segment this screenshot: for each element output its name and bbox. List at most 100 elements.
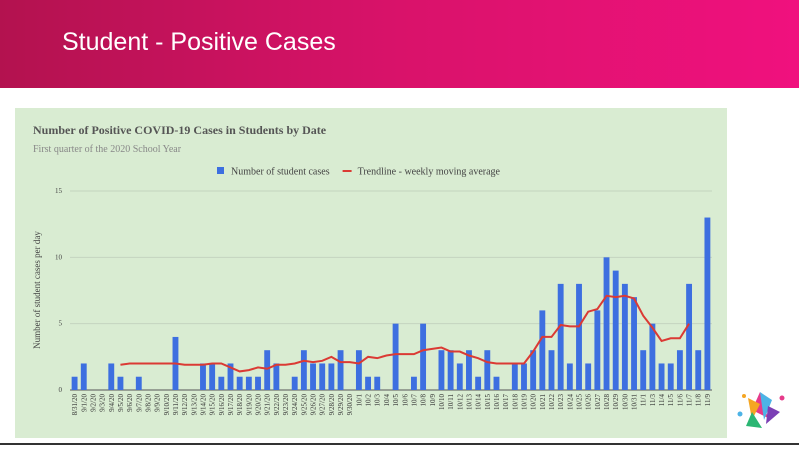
bar <box>612 270 619 390</box>
bottom-rule <box>0 443 799 445</box>
bar <box>236 376 243 390</box>
chart-subtitle: First quarter of the 2020 School Year <box>33 144 182 155</box>
bar <box>686 283 693 390</box>
bar <box>621 283 628 390</box>
x-tick-label: 9/21/20 <box>264 394 272 416</box>
bar <box>466 350 472 390</box>
bar <box>667 363 674 390</box>
header-bar: Student - Positive Cases <box>0 0 799 88</box>
x-tick-label: 10/31 <box>631 394 639 410</box>
y-tick-label: 10 <box>55 253 63 261</box>
bar <box>291 376 298 390</box>
bar <box>135 376 142 390</box>
x-tick-label: 10/16 <box>493 394 501 410</box>
legend-label: Number of student cases <box>231 167 330 178</box>
x-tick-label: 11/6 <box>676 394 684 407</box>
x-tick-label: 10/10 <box>438 394 446 410</box>
bar <box>337 350 344 390</box>
x-tick-label: 9/12/20 <box>181 394 189 416</box>
bar <box>255 376 261 390</box>
x-tick-label: 9/29/20 <box>337 394 345 416</box>
x-tick-label: 9/4/20 <box>108 394 116 412</box>
bar <box>576 283 582 390</box>
chart-title: Number of Positive COVID-19 Cases in Stu… <box>33 123 327 137</box>
x-tick-label: 11/1 <box>640 394 648 407</box>
logo <box>737 392 785 428</box>
bar <box>310 363 316 390</box>
bar <box>245 376 252 390</box>
x-tick-label: 10/22 <box>548 394 556 410</box>
x-tick-label: 11/3 <box>649 394 657 407</box>
bar <box>355 350 362 390</box>
x-tick-label: 9/25/20 <box>300 394 308 416</box>
bar <box>603 257 610 390</box>
logo-dot <box>779 395 785 401</box>
bar <box>410 376 417 390</box>
x-tick-label: 9/6/20 <box>126 394 134 412</box>
x-tick-label: 9/26/20 <box>310 394 318 416</box>
x-tick-label: 10/6 <box>401 394 409 407</box>
logo-piece <box>746 412 762 428</box>
legend-label: Trendline - weekly moving average <box>358 167 501 178</box>
x-tick-label: 9/27/20 <box>319 394 327 416</box>
x-tick-label: 9/10/20 <box>163 394 171 416</box>
x-tick-label: 11/4 <box>658 394 666 407</box>
x-tick-label: 10/1 <box>355 394 363 407</box>
y-tick-label: 15 <box>55 187 63 195</box>
bar <box>566 363 573 390</box>
x-tick-label: 10/5 <box>392 394 400 407</box>
x-tick-label: 9/28/20 <box>328 394 336 416</box>
bar <box>585 363 592 390</box>
x-tick-label: 9/5/20 <box>117 394 125 412</box>
x-tick-label: 8/31/20 <box>71 394 79 416</box>
bar <box>227 363 234 390</box>
x-tick-label: 11/5 <box>667 394 675 407</box>
logo-dot <box>737 411 743 417</box>
bar <box>438 350 445 390</box>
bar <box>328 363 335 390</box>
x-tick-label: 10/29 <box>612 394 620 410</box>
x-tick-label: 10/13 <box>465 394 473 410</box>
x-tick-label: 10/2 <box>365 394 373 407</box>
bar <box>704 217 711 390</box>
x-tick-label: 9/15/20 <box>209 394 217 416</box>
x-tick-label: 9/17/20 <box>227 394 235 416</box>
x-tick-label: 10/7 <box>410 394 418 407</box>
bar <box>521 363 527 390</box>
x-tick-label: 9/19/20 <box>245 394 253 416</box>
x-tick-label: 9/24/20 <box>291 394 299 416</box>
logo-piece <box>760 392 772 420</box>
x-tick-label: 10/20 <box>530 394 538 410</box>
bar <box>200 363 206 390</box>
logo-piece <box>766 406 780 424</box>
bar <box>365 376 372 390</box>
bar <box>640 350 647 390</box>
y-tick-label: 5 <box>59 320 63 328</box>
bar <box>695 350 702 390</box>
bar <box>374 376 381 390</box>
bar <box>218 376 225 390</box>
x-tick-label: 9/9/20 <box>154 394 162 412</box>
bar <box>71 376 78 390</box>
bar <box>117 376 124 390</box>
y-tick-label: 0 <box>59 386 63 394</box>
bar <box>676 350 683 390</box>
y-axis-label: Number of student cases per day <box>32 231 42 349</box>
x-tick-label: 9/20/20 <box>255 394 263 416</box>
x-tick-label: 10/17 <box>502 394 510 410</box>
bar <box>80 363 87 390</box>
x-tick-label: 9/2/20 <box>89 394 97 412</box>
x-tick-label: 9/14/20 <box>199 394 207 416</box>
x-tick-label: 9/11/20 <box>172 394 180 416</box>
bar <box>530 350 537 390</box>
x-tick-label: 10/23 <box>557 394 565 410</box>
bar <box>475 376 482 390</box>
x-tick-label: 10/21 <box>539 394 547 410</box>
bar <box>539 310 546 390</box>
x-tick-label: 9/23/20 <box>282 394 290 416</box>
x-tick-label: 10/28 <box>603 394 611 410</box>
bar <box>548 350 555 390</box>
x-tick-label: 9/7/20 <box>135 394 143 412</box>
